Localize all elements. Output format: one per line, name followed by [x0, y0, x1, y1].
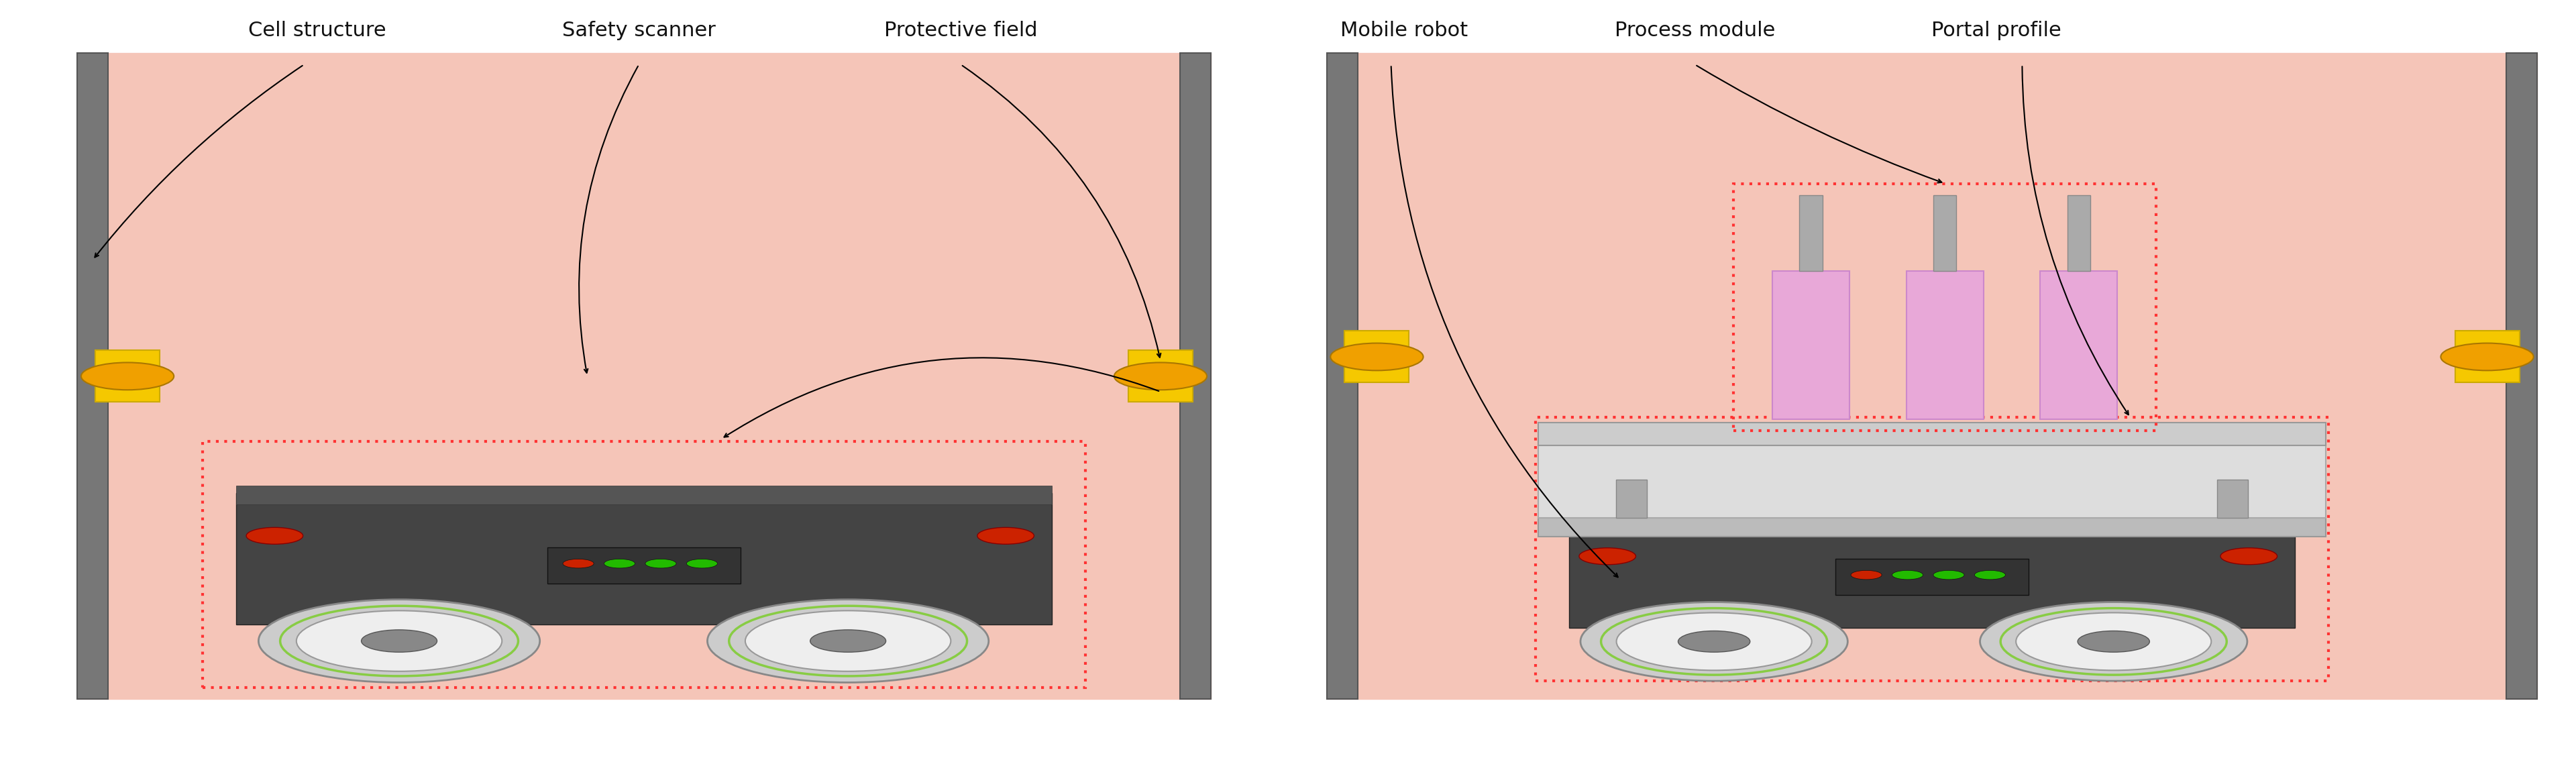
- Bar: [237, 486, 1051, 505]
- Bar: [1327, 53, 1358, 699]
- Bar: [1538, 423, 2326, 445]
- Text: Cell structure: Cell structure: [247, 21, 386, 40]
- Bar: [1538, 445, 2326, 518]
- Bar: [1932, 195, 1958, 271]
- Bar: [1734, 183, 2156, 430]
- Bar: [77, 53, 108, 699]
- Circle shape: [361, 630, 438, 652]
- Circle shape: [1582, 602, 1847, 681]
- Circle shape: [1332, 344, 1422, 371]
- Circle shape: [247, 527, 304, 544]
- Circle shape: [1976, 570, 2007, 579]
- Bar: [1569, 515, 2295, 531]
- Circle shape: [2079, 631, 2148, 652]
- Circle shape: [258, 600, 541, 682]
- Circle shape: [685, 559, 716, 568]
- Circle shape: [976, 527, 1033, 544]
- Text: Protective field: Protective field: [884, 21, 1038, 40]
- Circle shape: [564, 559, 592, 568]
- Circle shape: [744, 610, 951, 671]
- Bar: [1798, 195, 1824, 271]
- Bar: [95, 350, 160, 402]
- Circle shape: [2221, 548, 2277, 565]
- Text: Safety scanner: Safety scanner: [562, 21, 716, 40]
- Bar: [2506, 53, 2537, 699]
- Bar: [1834, 559, 2030, 595]
- Circle shape: [644, 559, 675, 568]
- Bar: [1569, 521, 2295, 628]
- Bar: [1538, 518, 2326, 537]
- Bar: [2218, 480, 2249, 518]
- Text: Mobile robot: Mobile robot: [1340, 21, 1468, 40]
- Bar: [1327, 53, 2537, 699]
- Circle shape: [296, 610, 502, 671]
- Bar: [2455, 331, 2519, 383]
- Circle shape: [2439, 344, 2532, 371]
- Bar: [2066, 195, 2092, 271]
- Bar: [1772, 271, 1850, 419]
- Bar: [1906, 271, 1984, 419]
- Bar: [237, 492, 1051, 624]
- Text: Portal profile: Portal profile: [1932, 21, 2061, 40]
- Circle shape: [1981, 602, 2246, 681]
- Circle shape: [1932, 570, 1963, 579]
- Circle shape: [603, 559, 634, 568]
- Bar: [204, 441, 1084, 688]
- Circle shape: [1850, 570, 1880, 579]
- Bar: [546, 547, 742, 584]
- Circle shape: [1113, 363, 1206, 390]
- Circle shape: [708, 600, 989, 682]
- Bar: [1535, 417, 2329, 681]
- Circle shape: [1891, 570, 1922, 579]
- Circle shape: [1579, 548, 1636, 565]
- Bar: [77, 53, 1211, 699]
- Circle shape: [2017, 613, 2210, 670]
- Bar: [1615, 480, 1646, 518]
- Circle shape: [1677, 631, 1749, 652]
- Bar: [1128, 350, 1193, 402]
- Bar: [1345, 331, 1409, 383]
- Circle shape: [1615, 613, 1811, 670]
- Circle shape: [809, 630, 886, 652]
- Text: Process module: Process module: [1615, 21, 1775, 40]
- Bar: [1180, 53, 1211, 699]
- Bar: [2040, 271, 2117, 419]
- Circle shape: [82, 363, 173, 390]
